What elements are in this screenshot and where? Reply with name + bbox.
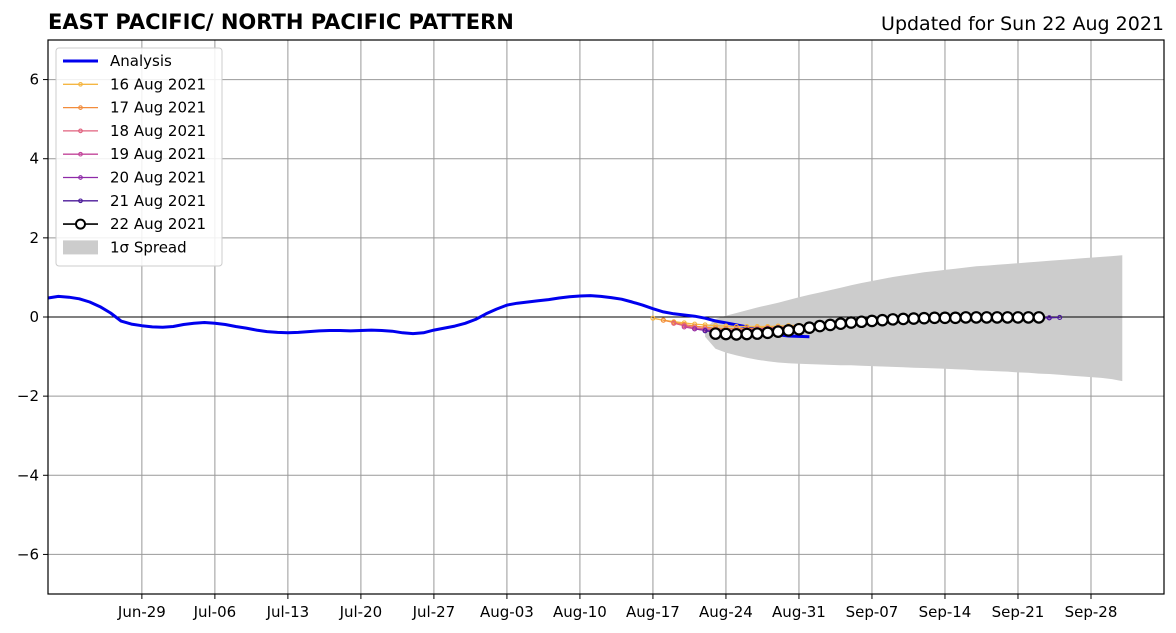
- forecast-point: [719, 327, 733, 341]
- forecast-point: [896, 312, 910, 326]
- legend-marker: [78, 175, 83, 180]
- forecast-point: [865, 314, 879, 328]
- forecast-point: [761, 326, 774, 340]
- x-tick-label: Sep-14: [919, 603, 972, 621]
- forecast-point: [938, 311, 952, 325]
- forecast-point: [740, 327, 754, 341]
- legend-swatch: [63, 240, 98, 255]
- x-tick-label: Aug-10: [553, 603, 607, 621]
- forecast-series: [650, 311, 1063, 341]
- y-tick-label: −2: [17, 387, 39, 405]
- legend-marker: [78, 151, 83, 157]
- forecast-point: [834, 317, 847, 331]
- legend-label: 19 Aug 2021: [110, 145, 206, 163]
- forecast-point: [681, 324, 687, 330]
- forecast-point: [1001, 311, 1014, 324]
- forecast-point: [1022, 311, 1035, 324]
- forecast-point: [813, 319, 827, 333]
- forecast-point: [750, 327, 764, 340]
- legend-label: 1σ Spread: [110, 238, 187, 256]
- forecast-point: [671, 320, 677, 326]
- forecast-point: [990, 311, 1004, 324]
- forecast-point: [692, 326, 698, 332]
- forecast-point: [650, 315, 656, 321]
- forecast-point: [1057, 314, 1063, 320]
- legend-marker: [78, 81, 83, 87]
- x-tick-label: Aug-03: [480, 603, 534, 621]
- forecast-point: [771, 325, 785, 338]
- legend-label: 18 Aug 2021: [110, 122, 206, 140]
- forecast-point: [917, 311, 931, 325]
- legend-label: 16 Aug 2021: [110, 75, 206, 93]
- forecast-point: [702, 328, 708, 334]
- forecast-point: [1032, 311, 1046, 324]
- legend-marker: [78, 128, 83, 134]
- forecast-point: [709, 327, 722, 340]
- forecast-point: [949, 311, 962, 325]
- forecast-point: [730, 328, 743, 341]
- x-tick-label: Jul-13: [266, 603, 310, 621]
- legend-label: 20 Aug 2021: [110, 169, 206, 187]
- updated-date: Updated for Sun 22 Aug 2021: [881, 13, 1164, 35]
- forecast-point: [886, 313, 900, 326]
- x-axis: Jun-29 Jul-06 Jul-13 Jul-20 Jul-27 Aug-03 Aug-…: [117, 594, 1117, 621]
- forecast-point: [792, 322, 806, 336]
- legend: Analysis 16 Aug 2021 17 Aug 2021 18 Aug 202…: [55, 47, 223, 267]
- analysis-series: [47, 294, 810, 339]
- forecast-point: [803, 321, 816, 334]
- y-tick-label: 6: [29, 71, 39, 89]
- forecast-point: [980, 311, 993, 324]
- analysis-line: [47, 294, 810, 339]
- x-tick-label: Sep-21: [992, 603, 1045, 621]
- forecast-point: [928, 311, 941, 325]
- x-tick-label: Jun-29: [117, 603, 166, 621]
- forecast-point: [959, 311, 973, 324]
- x-tick-label: Aug-17: [626, 603, 680, 621]
- x-tick-label: Sep-28: [1065, 603, 1118, 621]
- x-tick-label: Jul-06: [193, 603, 237, 621]
- x-tick-label: Sep-07: [846, 603, 899, 621]
- forecast-point: [907, 312, 920, 325]
- y-tick-label: 0: [29, 308, 39, 326]
- y-tick-label: 2: [29, 229, 39, 247]
- legend-marker: [75, 218, 86, 230]
- forecast-point: [876, 313, 889, 327]
- legend-label: Analysis: [110, 52, 172, 70]
- y-tick-label: −6: [17, 545, 39, 563]
- legend-box: [55, 47, 223, 267]
- legend-marker: [78, 198, 83, 204]
- forecast-point: [844, 316, 858, 329]
- legend-label: 22 Aug 2021: [110, 215, 206, 233]
- y-tick-label: −4: [17, 466, 39, 484]
- x-tick-label: Jul-27: [412, 603, 456, 621]
- forecast-point: [782, 324, 795, 337]
- forecast-point: [1046, 315, 1052, 321]
- legend-label: 21 Aug 2021: [110, 192, 206, 210]
- forecast-point: [969, 311, 983, 324]
- forecast-2021-08-23: [709, 311, 1046, 341]
- x-tick-label: Aug-24: [699, 603, 753, 621]
- forecast-point: [823, 318, 837, 332]
- forecast-point: [855, 315, 868, 329]
- legend-label: 17 Aug 2021: [110, 99, 206, 117]
- x-tick-label: Jul-20: [339, 603, 383, 621]
- x-tick-label: Aug-31: [772, 603, 826, 621]
- forecast-point: [660, 317, 666, 323]
- y-tick-label: 4: [29, 150, 39, 168]
- y-axis: −6 −4 −2 0 2 4 6: [17, 71, 48, 563]
- legend-marker: [78, 105, 83, 110]
- chart-title: EAST PACIFIC/ NORTH PACIFIC PATTERN: [48, 10, 514, 34]
- forecast-point: [1011, 311, 1025, 324]
